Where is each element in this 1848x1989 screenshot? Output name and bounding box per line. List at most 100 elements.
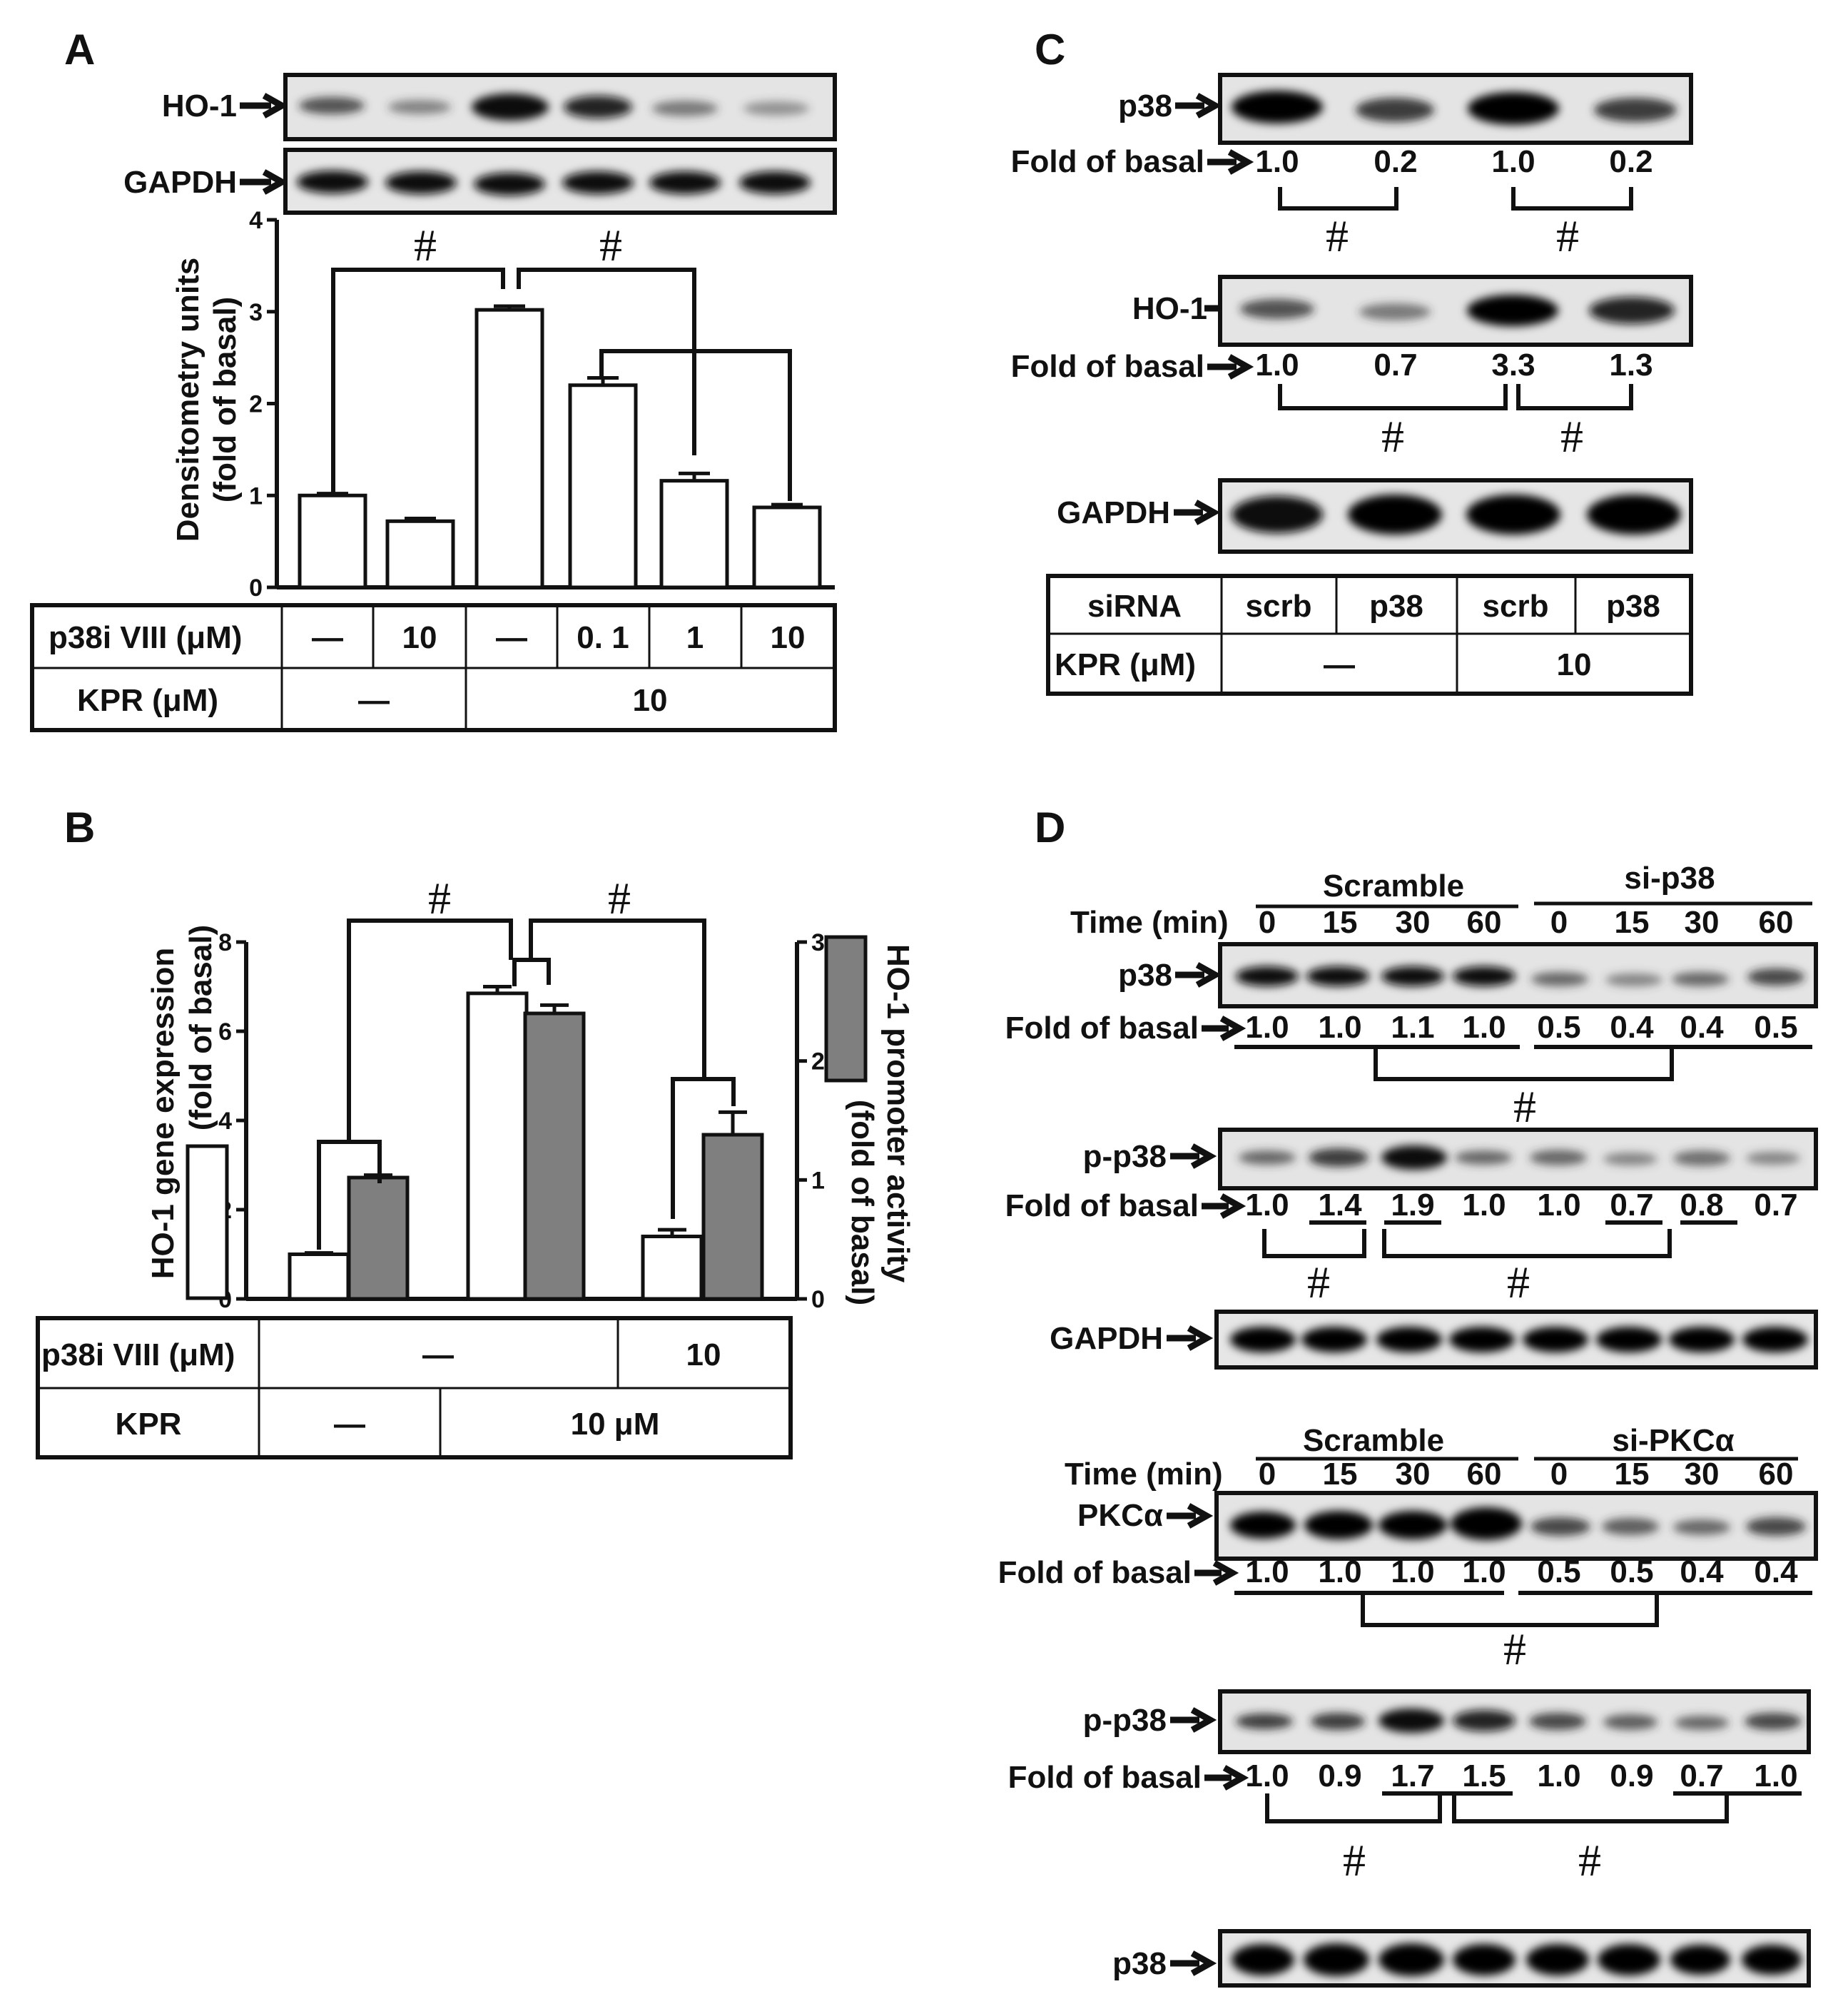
fold-value: 1.0 [1245,1554,1289,1589]
y-tick-label: 4 [218,1108,232,1135]
chart-b-ylabel-right: HO-1 promoter activity [880,944,915,1283]
sig-mark: # [1503,1624,1526,1674]
fold-values: 1.0 0.9 1.7 1.5 1.0 0.9 0.7 1.0 [1245,1758,1797,1793]
bar [568,383,638,589]
fold-value: 1.7 [1391,1758,1434,1793]
arrow-icon [1174,500,1221,525]
arrow-icon [1207,149,1254,175]
fold-value: 0.4 [1680,1010,1724,1045]
sig-mark: # [1560,411,1583,462]
fold-value: 1.0 [1318,1010,1361,1045]
table-b-row1-label: p38i VIII (μM) [41,1337,235,1372]
y-tick-label: 0 [249,575,263,602]
legend-swatch-left [186,1144,229,1300]
group-label: Scramble [1323,869,1464,904]
arrow-icon [240,93,289,118]
sig-mark: # [1326,211,1349,261]
panel-d: D Scramble si-p38 Time (min) 0 15 30 60 0 15 3… [998,804,1818,1988]
time-value: 15 [1323,1457,1358,1492]
chart-b-brackets [317,918,736,1250]
fold-value: 0.7 [1754,1188,1797,1223]
bar [659,479,729,589]
sig-mark: # [1343,1835,1366,1886]
fold-value: 1.0 [1462,1010,1506,1045]
arrow-icon [1167,1325,1214,1351]
fold-value: 1.4 [1318,1188,1362,1223]
arrow-icon [1170,1707,1217,1733]
y-tick-label: 2 [811,1048,825,1076]
sig-mark: # [414,220,437,270]
blot-label-pp38: p-p38 [1083,1703,1167,1738]
table-a-row2-label: KPR (μM) [77,683,218,718]
time-value: 60 [1759,1457,1794,1492]
group-label: si-p38 [1624,861,1715,896]
table-a-cell: 10 [633,683,668,718]
arrow-icon [1170,1950,1217,1976]
blot-bands-gapdh [1232,495,1681,535]
table-c-row2-label: KPR (μM) [1055,647,1196,682]
panel-c: C p38 Fold of basal 1.0 0.2 1.0 0.2 # # … [1011,26,1693,696]
table-b-cell: 10 μM [571,1407,660,1442]
sig-mark: # [1307,1257,1330,1307]
fold-label: Fold of basal [1005,1188,1199,1223]
fold-value: 0.4 [1754,1554,1798,1589]
y-tick-label: 0 [811,1286,825,1313]
arrow-icon [1202,1016,1247,1041]
bar [385,519,455,589]
bar [288,1252,350,1301]
panel-d-letter: D [1035,804,1065,851]
fold-value: 0.8 [1680,1188,1723,1223]
blot-bands-p38 [1232,91,1677,125]
blot-label-pkca: PKCα [1077,1498,1163,1533]
time-value: 30 [1396,905,1431,940]
table-b [36,1316,793,1459]
fold-values: 1.0 1.4 1.9 1.0 1.0 0.7 0.8 0.7 [1245,1188,1797,1223]
fold-value: 0.9 [1610,1758,1653,1793]
y-tick-label: 4 [249,207,263,234]
panel-b-letter: B [64,804,95,851]
arrow-icon [1207,354,1254,380]
fold-label: Fold of basal [1011,144,1204,179]
sig-mark: # [1381,411,1404,462]
y-tick-label: 1 [811,1167,825,1194]
y-tick-label: 3 [811,929,825,956]
time-value: 15 [1323,905,1358,940]
blot-label-p38: p38 [1118,88,1172,123]
fold-value: 1.0 [1255,348,1299,383]
fold-value: 0.7 [1374,348,1417,383]
fold-value: 1.0 [1462,1188,1506,1223]
panel-a-letter: A [64,26,95,74]
bracket [1278,187,1633,211]
bracket [1234,1045,1812,1081]
y-tick-label: 3 [249,299,263,326]
bar [752,505,822,589]
fold-value: 1.0 [1537,1758,1580,1793]
time-value: 0 [1259,1457,1276,1492]
panel-c-letter: C [1035,26,1065,74]
table-a-cell: 10 [402,620,437,655]
blot-label-pp38: p-p38 [1083,1139,1167,1174]
y-tick-label: 8 [218,929,232,956]
table-c-cell: — [1324,647,1355,682]
blot-label-p38: p38 [1112,1946,1167,1981]
fold-value: 0.2 [1374,144,1417,179]
table-a-cell: — [312,620,343,655]
arrow-icon [1194,1560,1239,1586]
fold-value: 1.0 [1537,1188,1580,1223]
table-b-cell: — [334,1407,365,1442]
fold-value: 3.3 [1491,348,1535,383]
blot-label-ho1: HO-1 [162,88,237,123]
bar [347,1175,410,1301]
fold-values: 1.0 1.0 1.1 1.0 0.5 0.4 0.4 0.5 [1245,1010,1797,1045]
chart-b-ylabel-left: HO-1 gene expression [146,948,181,1280]
legend-swatch-right [824,935,868,1083]
bracket [1265,1791,1802,1823]
table-a-cell: 0. 1 [577,620,629,655]
time-value: 60 [1467,1457,1502,1492]
fold-value: 1.5 [1462,1758,1506,1793]
arrow-icon [1204,1765,1249,1791]
table-b-cell: — [422,1337,454,1372]
blot-bands-pp38 [1236,1709,1802,1733]
table-b-cell: 10 [686,1337,721,1372]
table-c-cell: scrb [1483,589,1549,624]
